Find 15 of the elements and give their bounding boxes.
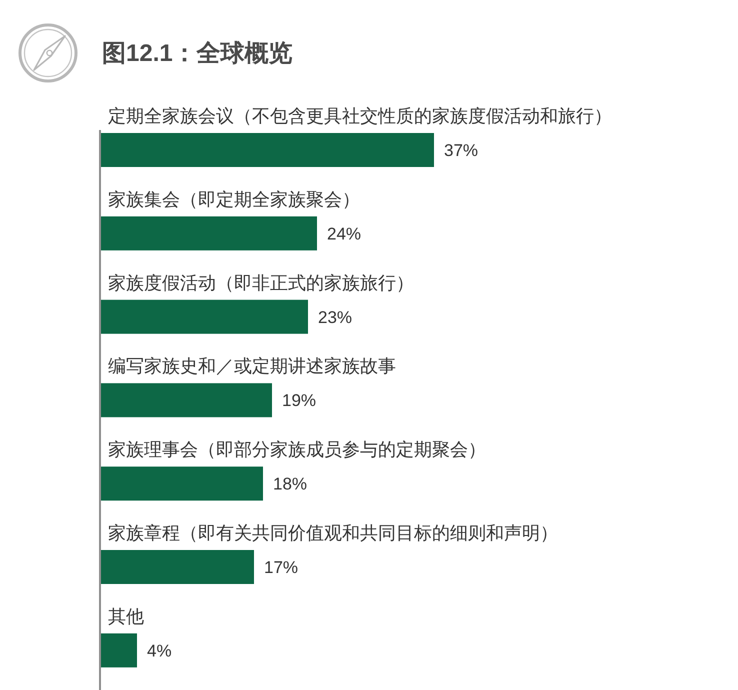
category-label: 家族章程（即有关共同价值观和共同目标的细则和声明） (108, 523, 558, 543)
category-label: 其他 (108, 606, 144, 626)
value-label: 18% (273, 474, 308, 494)
category-label: 定期全家族会议（不包含更具社交性质的家族度假活动和旅行） (108, 106, 612, 126)
category-label: 家族理事会（即部分家族成员参与的定期聚会） (108, 440, 486, 460)
value-label: 17% (264, 558, 298, 577)
value-label: 24% (327, 224, 362, 244)
value-label: 4% (147, 641, 172, 660)
value-label: 23% (318, 308, 352, 327)
title: 图12.1：全球概览 (102, 40, 293, 67)
category-label: 家族度假活动（即非正式的家族旅行） (108, 272, 414, 293)
category-label: 家族集会（即定期全家族聚会） (108, 189, 360, 210)
value-label: 37% (444, 141, 478, 160)
value-label: 19% (282, 391, 316, 410)
category-label: 编写家族史和／或定期讲述家族故事 (108, 356, 396, 376)
